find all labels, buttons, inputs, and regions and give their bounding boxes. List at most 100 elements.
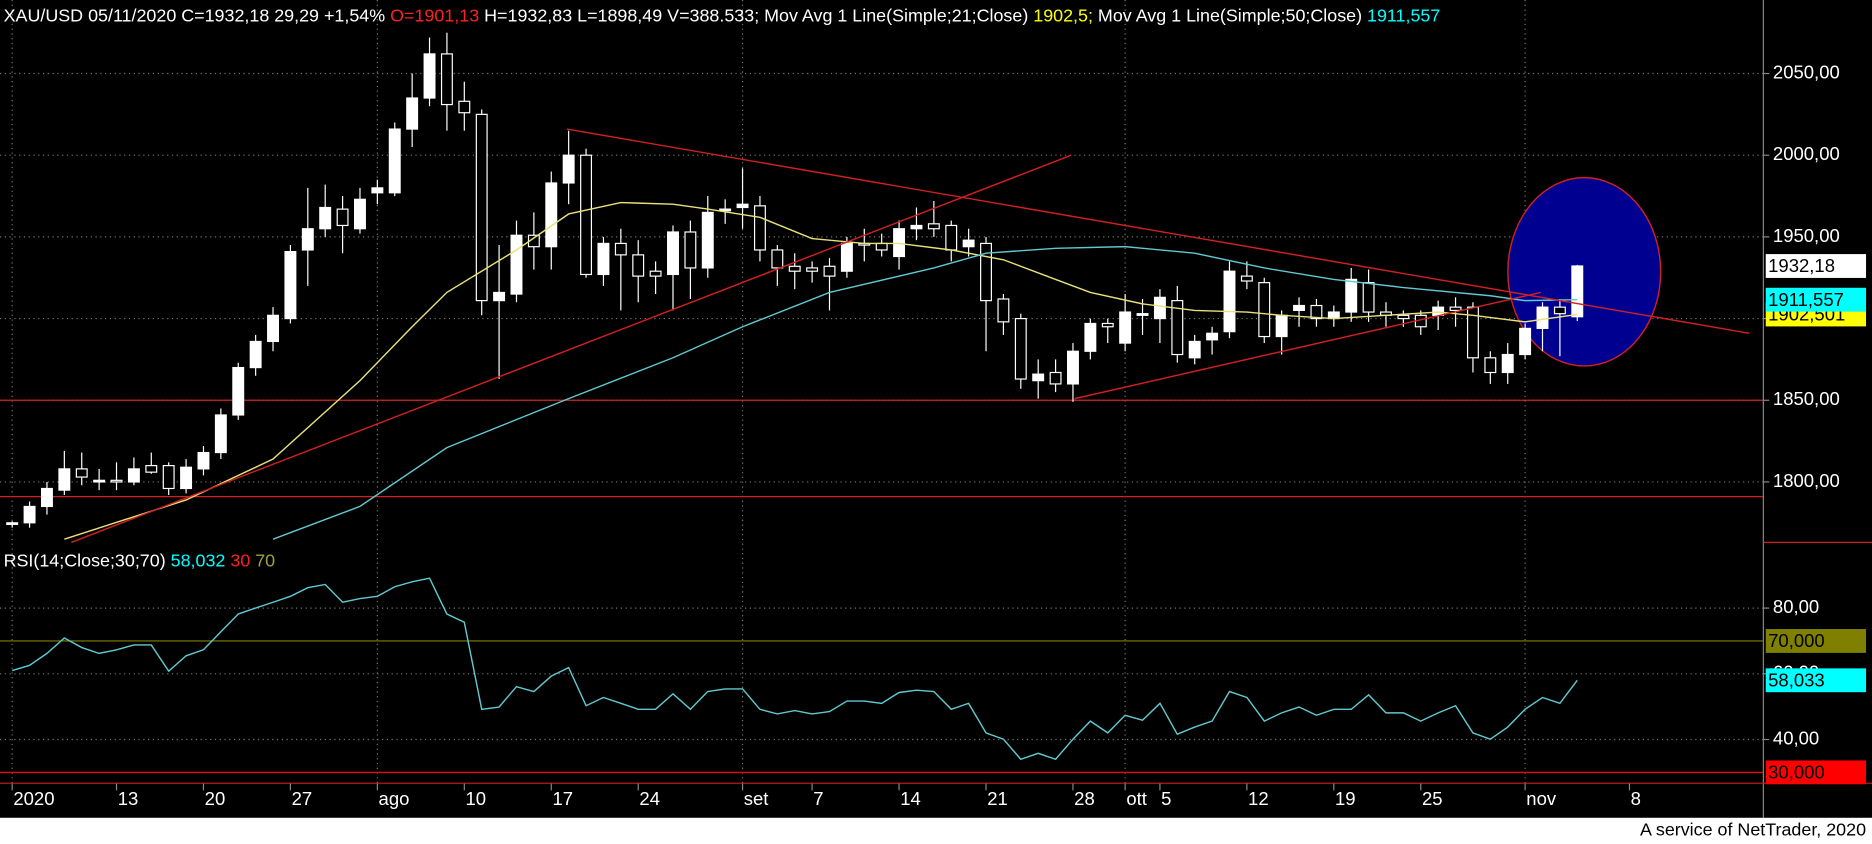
x-tick-label: 10 xyxy=(466,788,487,809)
candle-body xyxy=(823,265,836,277)
x-tick-label: 28 xyxy=(1074,788,1095,809)
candle-body xyxy=(632,254,645,277)
candle-body xyxy=(406,97,419,130)
last-value-label: 30,000 xyxy=(1768,761,1825,782)
candle-body xyxy=(684,231,697,269)
candle-body xyxy=(945,224,958,251)
candle-body xyxy=(614,242,627,256)
x-tick-label: ago xyxy=(379,788,410,809)
candle-body xyxy=(649,270,662,277)
candle-body xyxy=(806,267,819,272)
trend-line xyxy=(566,128,1750,334)
title-part: XAU/USD 05/11/2020 C=1932,18 29,29 +1,54… xyxy=(4,5,391,25)
candle-body xyxy=(1345,278,1358,313)
candle-body xyxy=(1206,332,1219,341)
y-tick-label: 1800,00 xyxy=(1773,470,1840,491)
title-part: 1911,557 xyxy=(1367,5,1440,25)
x-tick-label: 17 xyxy=(552,788,573,809)
credit: A service of NetTrader, 2020 xyxy=(1640,820,1866,840)
candle-body xyxy=(1136,313,1149,316)
x-tick-label: 5 xyxy=(1161,788,1171,809)
x-tick-label: 2020 xyxy=(13,788,54,809)
candle-body xyxy=(1519,327,1532,356)
candle-body xyxy=(1153,296,1166,320)
candle-body xyxy=(1484,357,1497,374)
candle-body xyxy=(145,465,158,473)
candle-body xyxy=(1014,317,1027,380)
last-value-box xyxy=(1765,629,1867,653)
last-value-box xyxy=(1765,287,1867,312)
x-tick-label: 13 xyxy=(118,788,139,809)
last-value-label: 58,033 xyxy=(1768,669,1825,690)
candle-body xyxy=(1449,306,1462,312)
x-tick-label: 12 xyxy=(1248,788,1269,809)
trend-line xyxy=(71,154,1072,544)
last-value-label: 1932,18 xyxy=(1768,255,1835,276)
candle-body xyxy=(423,53,436,99)
candle-body xyxy=(440,53,453,106)
candle-body xyxy=(267,314,279,343)
x-tick-label: 25 xyxy=(1422,788,1443,809)
candle-body xyxy=(1466,306,1479,359)
candle-body xyxy=(58,468,71,491)
candle-body xyxy=(771,249,784,269)
candle-body xyxy=(893,228,906,258)
candle-body xyxy=(1432,306,1445,316)
last-value-box xyxy=(1765,760,1867,785)
x-tick-label: 21 xyxy=(987,788,1008,809)
title-part: 1902,5; xyxy=(1033,5,1093,25)
chart-title: XAU/USD 05/11/2020 C=1932,18 29,29 +1,54… xyxy=(4,5,1441,25)
candle-body xyxy=(1310,304,1323,320)
y-tick-label: 40,00 xyxy=(1773,727,1819,748)
y-tick-label: 80,00 xyxy=(1773,596,1819,617)
marks-layer xyxy=(0,32,1764,773)
candle-body xyxy=(197,451,210,470)
x-tick-label: 8 xyxy=(1631,788,1641,809)
candle-body xyxy=(301,228,314,251)
candle-body xyxy=(180,466,193,490)
candle-body xyxy=(214,414,227,454)
x-tick-label: 14 xyxy=(900,788,921,809)
candle-body xyxy=(110,479,123,483)
candle-body xyxy=(910,224,923,230)
candle-body xyxy=(510,234,523,295)
candle-body xyxy=(962,239,975,248)
candle-body xyxy=(1293,304,1306,312)
candle-body xyxy=(980,242,992,302)
candle-body xyxy=(719,208,732,212)
candle-body xyxy=(354,198,366,230)
last-value-box xyxy=(1765,254,1867,278)
candle-body xyxy=(1397,314,1410,320)
grid-layer xyxy=(0,0,1770,791)
candle-body xyxy=(580,154,593,276)
candle-body xyxy=(788,265,801,272)
y-tick-label: 2000,00 xyxy=(1773,143,1840,164)
candle-body xyxy=(1501,353,1514,374)
title-part: Mov Avg 1 Line(Simple;50;Close) xyxy=(1093,5,1367,25)
chart-title: RSI(14;Close;30;70) 58,032 30 70 xyxy=(4,550,276,570)
labels-layer: 2020 13 20 27 ago 10 17 24 set 7 14 21 28 ott 5 12 19 25 n… xyxy=(4,5,1867,809)
candle-body xyxy=(562,154,575,184)
candle-body xyxy=(127,468,140,483)
candle-body xyxy=(1119,311,1132,344)
last-value-box xyxy=(1765,668,1867,693)
candle-body xyxy=(6,522,19,526)
x-tick-label: ott xyxy=(1126,788,1147,809)
candle-body xyxy=(388,128,401,194)
candle-body xyxy=(93,479,106,483)
candle-body xyxy=(249,340,262,369)
title-part: H=1932,83 L=1898,49 V=388.533; Mov Avg 1… xyxy=(479,5,1033,25)
candle-body xyxy=(23,505,36,524)
x-tick-label: 27 xyxy=(292,788,313,809)
series-line xyxy=(64,201,1578,540)
x-tick-label: set xyxy=(744,788,769,809)
candle-body xyxy=(75,468,88,478)
candle-body xyxy=(284,250,297,320)
title-part: 70 xyxy=(250,550,275,570)
candle-body xyxy=(667,231,679,276)
x-tick-label: 24 xyxy=(639,788,660,809)
title-part: O=1901,13 xyxy=(390,5,479,25)
trend-line xyxy=(1074,291,1541,400)
title-part: RSI(14;Close;30;70) xyxy=(4,550,171,570)
